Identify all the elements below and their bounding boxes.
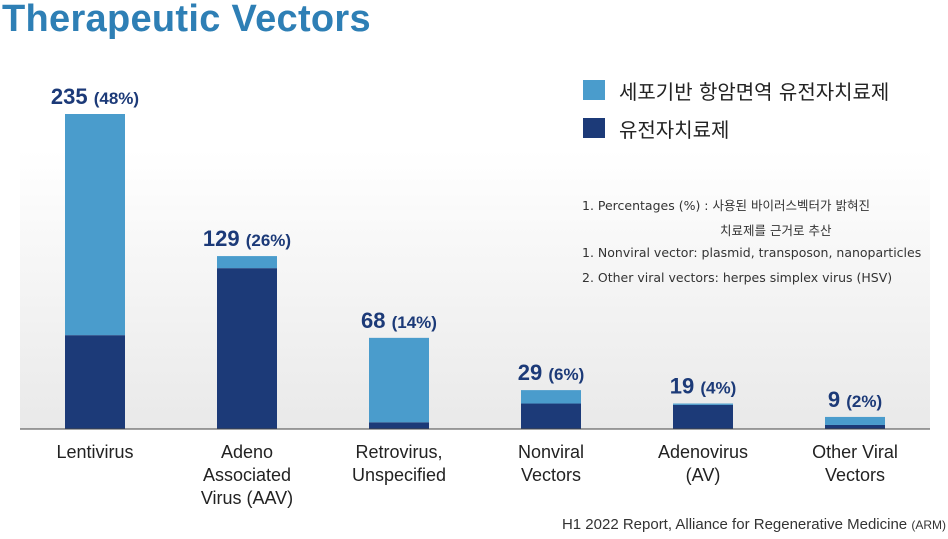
value-label-3: 68 (14%) (361, 308, 437, 333)
value-label-2: 129 (26%) (203, 226, 291, 251)
x-tick-label-4-line-1: Nonviral (518, 442, 584, 462)
x-tick-label-5-line-2: (AV) (686, 465, 721, 485)
bar-segment-cell-based-5 (673, 403, 733, 405)
value-label-6: 9 (2%) (828, 387, 882, 412)
value-label-1: 235 (48%) (51, 84, 139, 109)
footnote-nonviral: 1. Nonviral vector: plasmid, transposon,… (582, 245, 922, 260)
x-tick-label-1-line-1: Lentivirus (56, 442, 133, 462)
x-tick-label-3-line-1: Retrovirus, (355, 442, 442, 462)
bar-segment-cell-based-6 (825, 416, 885, 425)
x-tick-label-5-line-1: Adenovirus (658, 442, 748, 462)
bar-segment-gene-therapy-3 (369, 422, 429, 429)
bar-segment-cell-based-1 (65, 114, 125, 336)
x-tick-label-6-line-2: Vectors (825, 465, 885, 485)
chart-title: Therapeutic Vectors (2, 0, 371, 40)
x-axis-labels-layer: Lentivirus Adeno Associated Virus (AAV) Retr… (56, 442, 897, 508)
legend-label-cell-based: 세포기반 항암면역 유전자치료제 (619, 79, 890, 104)
bar-segment-cell-based-2 (217, 256, 277, 269)
footnote-other-viral: 2. Other viral vectors: herpes simplex v… (582, 270, 893, 285)
legend-label-gene-therapy: 유전자치료제 (619, 117, 730, 142)
bar-segment-gene-therapy-2 (217, 268, 277, 429)
legend-item-gene-therapy: 유전자치료제 (583, 116, 889, 142)
bar-segment-gene-therapy-5 (673, 404, 733, 429)
bar-segment-gene-therapy-6 (825, 424, 885, 429)
legend-swatch-light (583, 80, 605, 100)
x-tick-label-2-line-1: Adeno (221, 442, 273, 462)
legend-swatch-dark (583, 118, 605, 138)
x-tick-label-6-line-1: Other Viral (812, 442, 898, 462)
x-tick-label-2-line-2: Associated (203, 465, 291, 485)
value-label-4: 29 (6%) (518, 360, 585, 385)
bar-segment-gene-therapy-1 (65, 335, 125, 429)
legend-item-cell-based: 세포기반 항암면역 유전자치료제 (583, 78, 890, 104)
value-labels-layer: 235 (48%) 129 (26%) 68 (14%) 29 (6%) 19 (4%)… (51, 84, 882, 412)
footnotes: 1. Percentages (%) : 사용된 바이러스벡터가 밝혀진 치료제… (582, 195, 944, 295)
x-tick-label-2-line-3: Virus (AAV) (201, 488, 293, 508)
x-tick-label-3-line-2: Unspecified (352, 465, 446, 485)
x-tick-label-4-line-2: Vectors (521, 465, 581, 485)
footnote-percentages: 1. Percentages (%) : 사용된 바이러스벡터가 밝혀진 (582, 198, 870, 213)
value-label-5: 19 (4%) (670, 374, 737, 399)
bar-segment-cell-based-4 (521, 390, 581, 404)
footnote-percentages-cont: 치료제를 근거로 추산 (720, 223, 832, 238)
plot-background (20, 150, 930, 429)
source-citation: H1 2022 Report, Alliance for Regenerativ… (562, 516, 946, 533)
source-suffix: (ARM) (911, 518, 946, 532)
bar-segment-gene-therapy-4 (521, 403, 581, 429)
chart-legend: 세포기반 항암면역 유전자치료제 유전자치료제 (583, 78, 889, 154)
bar-segment-cell-based-3 (369, 337, 429, 423)
bars-layer (65, 114, 885, 429)
source-text: H1 2022 Report, Alliance for Regenerativ… (561, 516, 912, 533)
